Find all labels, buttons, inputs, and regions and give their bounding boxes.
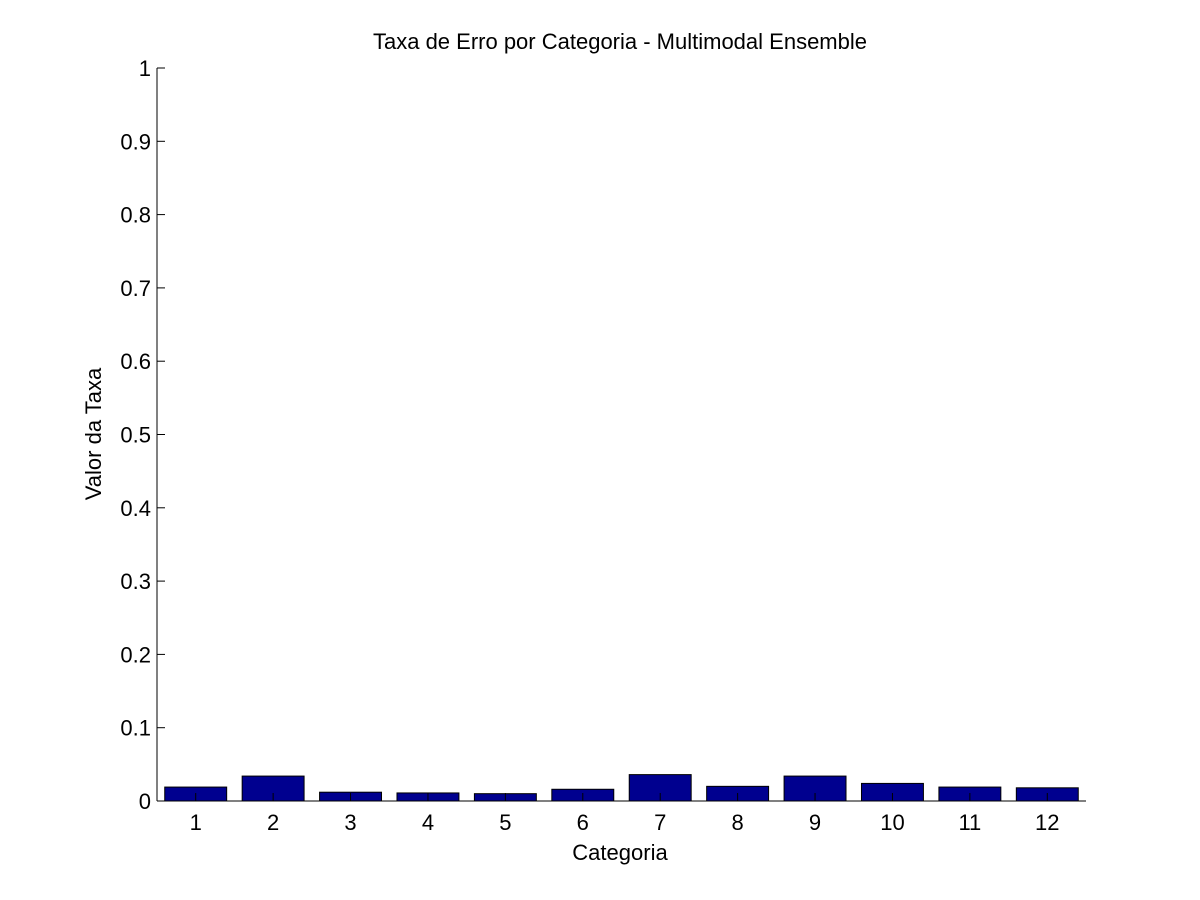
x-tick-label: 9 xyxy=(809,810,821,835)
y-tick-label: 0 xyxy=(139,789,151,814)
y-tick-label: 0.5 xyxy=(120,423,151,448)
x-tick-label: 3 xyxy=(344,810,356,835)
ticks-layer: 00.10.20.30.40.50.60.70.80.911 2 3 4 5 6 7 8 9 10… xyxy=(120,56,1059,835)
x-tick-label: 2 xyxy=(267,810,279,835)
x-tick-label: 8 xyxy=(732,810,744,835)
y-tick-label: 1 xyxy=(139,56,151,81)
y-axis-label: Valor da Taxa xyxy=(81,367,106,500)
y-tick-label: 0.6 xyxy=(120,349,151,374)
x-tick-label: 5 xyxy=(499,810,511,835)
x-tick-label: 4 xyxy=(422,810,434,835)
x-tick-label: 7 xyxy=(654,810,666,835)
y-tick-label: 0.3 xyxy=(120,569,151,594)
x-tick-label: 6 xyxy=(577,810,589,835)
y-tick-label: 0.7 xyxy=(120,276,151,301)
x-tick-label: 11 xyxy=(958,810,981,835)
x-axis-label: Categoria xyxy=(572,840,668,865)
x-tick-label: 10 xyxy=(880,810,904,835)
y-tick-label: 0.1 xyxy=(120,716,151,741)
y-tick-label: 0.2 xyxy=(120,642,151,667)
x-tick-label: 12 xyxy=(1035,810,1059,835)
y-tick-label: 0.4 xyxy=(120,496,151,521)
y-tick-label: 0.9 xyxy=(120,129,151,154)
axes-layer xyxy=(156,68,1086,802)
bars-layer xyxy=(164,774,1079,802)
y-tick-label: 0.8 xyxy=(120,203,151,228)
x-tick-label: 1 xyxy=(190,810,202,835)
chart-title: Taxa de Erro por Categoria - Multimodal … xyxy=(373,29,867,54)
